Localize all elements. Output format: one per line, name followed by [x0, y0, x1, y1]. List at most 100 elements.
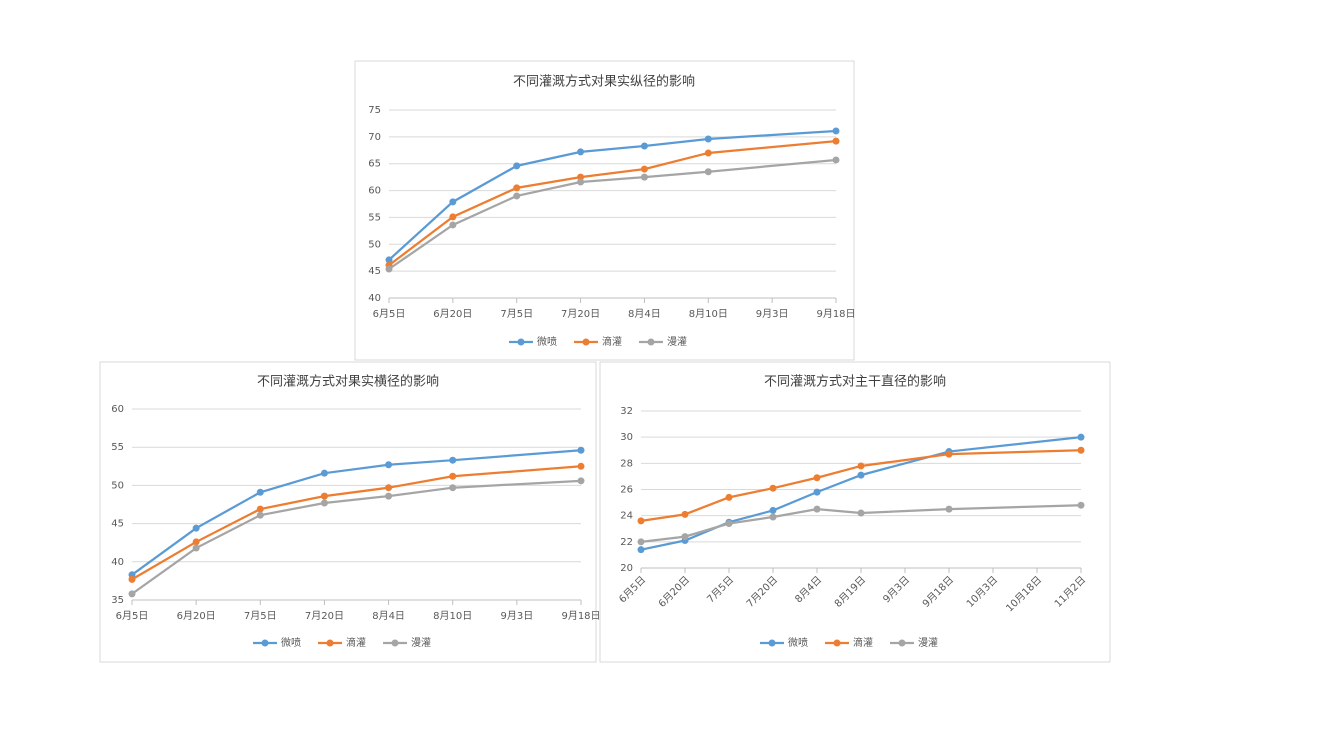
data-point	[1077, 446, 1085, 454]
data-point	[385, 265, 393, 273]
chart-frame	[99, 361, 597, 663]
data-point	[1077, 501, 1085, 509]
chart-frame	[354, 60, 855, 361]
legend-marker	[582, 338, 590, 346]
x-tick-label: 9月18日	[561, 610, 600, 622]
y-tick-label: 45	[368, 266, 381, 277]
data-point	[449, 456, 457, 464]
data-point	[769, 506, 777, 514]
data-point	[385, 484, 393, 492]
data-point	[813, 474, 821, 482]
y-tick-label: 65	[368, 159, 381, 170]
data-point	[704, 135, 712, 143]
data-point	[513, 162, 521, 170]
data-point	[704, 149, 712, 157]
data-point	[577, 178, 585, 186]
y-tick-label: 45	[111, 519, 124, 530]
data-point	[637, 517, 645, 525]
data-point	[769, 484, 777, 492]
x-tick-label: 6月5日	[116, 610, 149, 622]
data-point	[449, 213, 457, 221]
data-point	[577, 173, 585, 181]
x-tick-label: 7月5日	[500, 308, 533, 320]
data-point	[385, 256, 393, 264]
y-tick-label: 70	[368, 132, 381, 143]
data-point	[640, 173, 648, 181]
legend-marker	[898, 639, 906, 647]
x-tick-label: 6月5日	[373, 308, 406, 320]
data-point	[449, 484, 457, 492]
y-tick-label: 24	[620, 511, 633, 522]
x-tick-label: 6月20日	[177, 610, 216, 622]
data-point	[637, 538, 645, 546]
legend-label: 滴灌	[346, 636, 366, 649]
legend-marker	[768, 639, 776, 647]
y-tick-label: 60	[111, 404, 124, 415]
data-point	[857, 462, 865, 470]
y-tick-label: 75	[368, 105, 381, 116]
y-tick-label: 35	[111, 595, 124, 606]
legend-marker	[326, 639, 334, 647]
data-point	[640, 165, 648, 173]
data-point	[832, 127, 840, 135]
data-point	[725, 493, 733, 501]
series-line	[640, 449, 1082, 523]
y-tick-label: 28	[620, 458, 633, 469]
x-tick-label: 8月4日	[372, 610, 405, 622]
y-tick-label: 40	[368, 293, 381, 304]
data-point	[192, 538, 200, 546]
legend-marker	[391, 639, 399, 647]
series-line	[640, 504, 1082, 543]
data-point	[385, 492, 393, 500]
data-point	[513, 184, 521, 192]
data-point	[945, 450, 953, 458]
legend-marker	[517, 338, 525, 346]
legend-label: 微喷	[788, 636, 808, 649]
data-point	[577, 477, 585, 485]
x-tick-label: 8月10日	[689, 308, 728, 320]
data-point	[320, 469, 328, 477]
data-point	[813, 488, 821, 496]
data-point	[128, 590, 136, 598]
data-point	[857, 509, 865, 517]
y-tick-label: 30	[620, 432, 633, 443]
x-tick-label: 9月3日	[756, 308, 789, 320]
y-tick-label: 20	[620, 563, 633, 574]
y-tick-label: 32	[620, 406, 633, 417]
legend-label: 微喷	[281, 636, 301, 649]
data-point	[256, 505, 264, 513]
y-tick-label: 50	[368, 239, 381, 250]
legend-label: 漫灌	[918, 637, 938, 649]
legend-label: 漫灌	[411, 637, 431, 649]
x-tick-label: 6月20日	[433, 308, 472, 320]
data-point	[832, 156, 840, 164]
data-point	[320, 492, 328, 500]
legend-label: 微喷	[537, 335, 557, 348]
y-tick-label: 55	[368, 212, 381, 223]
data-point	[385, 461, 393, 469]
data-point	[945, 505, 953, 513]
data-point	[832, 137, 840, 145]
legend-label: 滴灌	[853, 636, 873, 649]
data-point	[725, 520, 733, 528]
data-point	[577, 462, 585, 470]
data-point	[577, 446, 585, 454]
data-point	[449, 221, 457, 229]
data-point	[320, 499, 328, 507]
data-point	[857, 471, 865, 479]
x-tick-label: 9月3日	[500, 610, 533, 622]
data-point	[192, 544, 200, 552]
data-point	[192, 524, 200, 532]
y-tick-label: 55	[111, 442, 124, 453]
data-point	[513, 192, 521, 200]
y-tick-label: 50	[111, 480, 124, 491]
data-point	[813, 505, 821, 513]
y-tick-label: 22	[620, 537, 633, 548]
y-tick-label: 26	[620, 485, 633, 496]
chart-title: 不同灌溉方式对果实纵径的影响	[513, 74, 695, 90]
data-point	[640, 142, 648, 150]
data-point	[128, 575, 136, 583]
data-point	[681, 510, 689, 518]
x-tick-label: 8月10日	[433, 610, 472, 622]
